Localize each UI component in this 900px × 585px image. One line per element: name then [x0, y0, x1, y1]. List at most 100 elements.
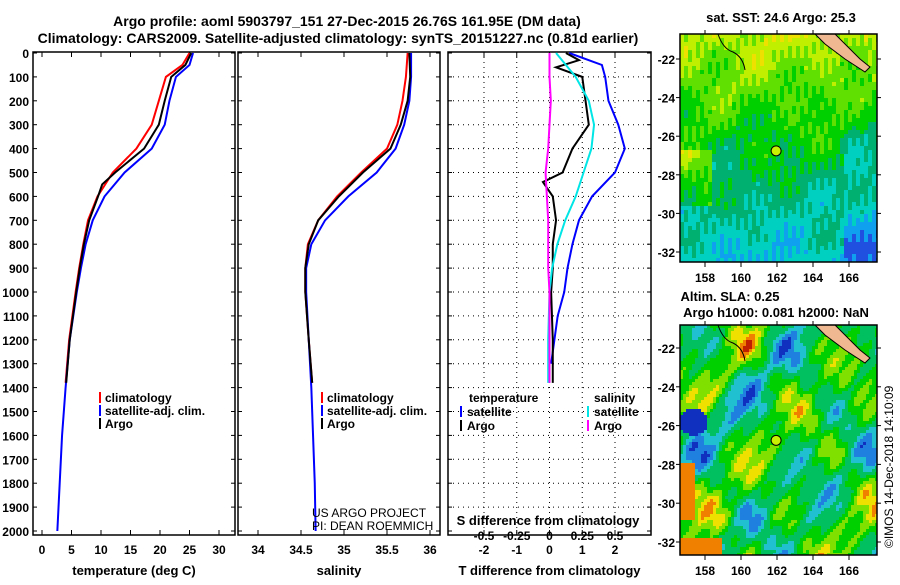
map-cell	[840, 94, 844, 98]
map-cell	[686, 355, 689, 358]
map-cell	[818, 343, 821, 346]
map-cell	[836, 110, 840, 114]
map-cell	[832, 66, 836, 70]
map-cell	[828, 86, 832, 90]
map-cell	[732, 222, 736, 226]
map-cell	[720, 78, 724, 82]
map-cell	[788, 230, 792, 234]
map-cell	[737, 352, 740, 355]
map-cell	[740, 174, 744, 178]
map-cell	[704, 328, 707, 331]
map-cell	[820, 158, 824, 162]
map-cell	[716, 142, 720, 146]
map-cell	[700, 122, 704, 126]
map-cell	[796, 78, 800, 82]
map-cell	[833, 397, 836, 400]
map-cell	[869, 385, 872, 388]
map-cell	[686, 334, 689, 337]
map-cell	[710, 346, 713, 349]
map-cell	[800, 242, 804, 246]
map-cell	[743, 337, 746, 340]
map-cell	[707, 346, 710, 349]
map-cell	[820, 142, 824, 146]
map-cell	[824, 361, 827, 364]
map-cell	[780, 110, 784, 114]
map-cell	[812, 385, 815, 388]
map-cell	[713, 328, 716, 331]
map-cell	[824, 230, 828, 234]
map-cell	[748, 178, 752, 182]
map-cell	[728, 373, 731, 376]
map-cell	[815, 343, 818, 346]
map-cell	[749, 355, 752, 358]
map-cell	[856, 198, 860, 202]
map-cell	[780, 166, 784, 170]
map-cell	[696, 106, 700, 110]
map-cell	[744, 218, 748, 222]
map-cell	[744, 46, 748, 50]
map-cell	[796, 158, 800, 162]
map-cell	[692, 246, 696, 250]
map-cell	[836, 250, 840, 254]
map-cell	[812, 226, 816, 230]
map-cell	[832, 194, 836, 198]
map-cell	[856, 86, 860, 90]
x-axis-label: salinity	[317, 563, 363, 578]
map-cell	[725, 406, 728, 409]
map-cell	[804, 166, 808, 170]
map-cell	[796, 62, 800, 66]
map-cell	[788, 222, 792, 226]
map-cell	[767, 349, 770, 352]
map-cell	[794, 397, 797, 400]
map-cell	[756, 142, 760, 146]
map-cell	[744, 42, 748, 46]
map-cell	[844, 146, 848, 150]
map-cell	[767, 352, 770, 355]
map-cell	[744, 210, 748, 214]
map-cell	[760, 82, 764, 86]
map-cell	[872, 385, 875, 388]
map-cell	[792, 218, 796, 222]
map-cell	[848, 210, 852, 214]
map-cell	[767, 379, 770, 382]
map-cell	[708, 130, 712, 134]
map-cell	[812, 58, 816, 62]
map-cell	[713, 349, 716, 352]
map-cell	[740, 355, 743, 358]
map-cell	[812, 98, 816, 102]
map-cell	[770, 370, 773, 373]
map-cell	[736, 146, 740, 150]
map-cell	[716, 214, 720, 218]
map-cell	[716, 146, 720, 150]
map-cell	[812, 114, 816, 118]
map-cell	[701, 355, 704, 358]
map-cell	[752, 78, 756, 82]
map-cell	[824, 394, 827, 397]
map-cell	[776, 370, 779, 373]
map-cell	[780, 134, 784, 138]
map-cell	[704, 382, 707, 385]
map-cell	[732, 234, 736, 238]
map-cell	[744, 234, 748, 238]
map-cell	[821, 379, 824, 382]
map-cell	[752, 394, 755, 397]
map-cell	[713, 370, 716, 373]
map-cell	[824, 198, 828, 202]
map-cell	[767, 343, 770, 346]
map-cell	[821, 382, 824, 385]
map-cell	[761, 355, 764, 358]
map-cell	[712, 230, 716, 234]
map-cell	[808, 198, 812, 202]
map-cell	[698, 355, 701, 358]
map-cell	[712, 122, 716, 126]
map-cell	[780, 158, 784, 162]
map-cell	[868, 218, 872, 222]
map-cell	[794, 379, 797, 382]
map-cell	[748, 54, 752, 58]
map-cell	[844, 150, 848, 154]
map-cell	[851, 379, 854, 382]
map-cell	[696, 90, 700, 94]
map-cell	[720, 74, 724, 78]
map-cell	[797, 364, 800, 367]
map-cell	[716, 130, 720, 134]
